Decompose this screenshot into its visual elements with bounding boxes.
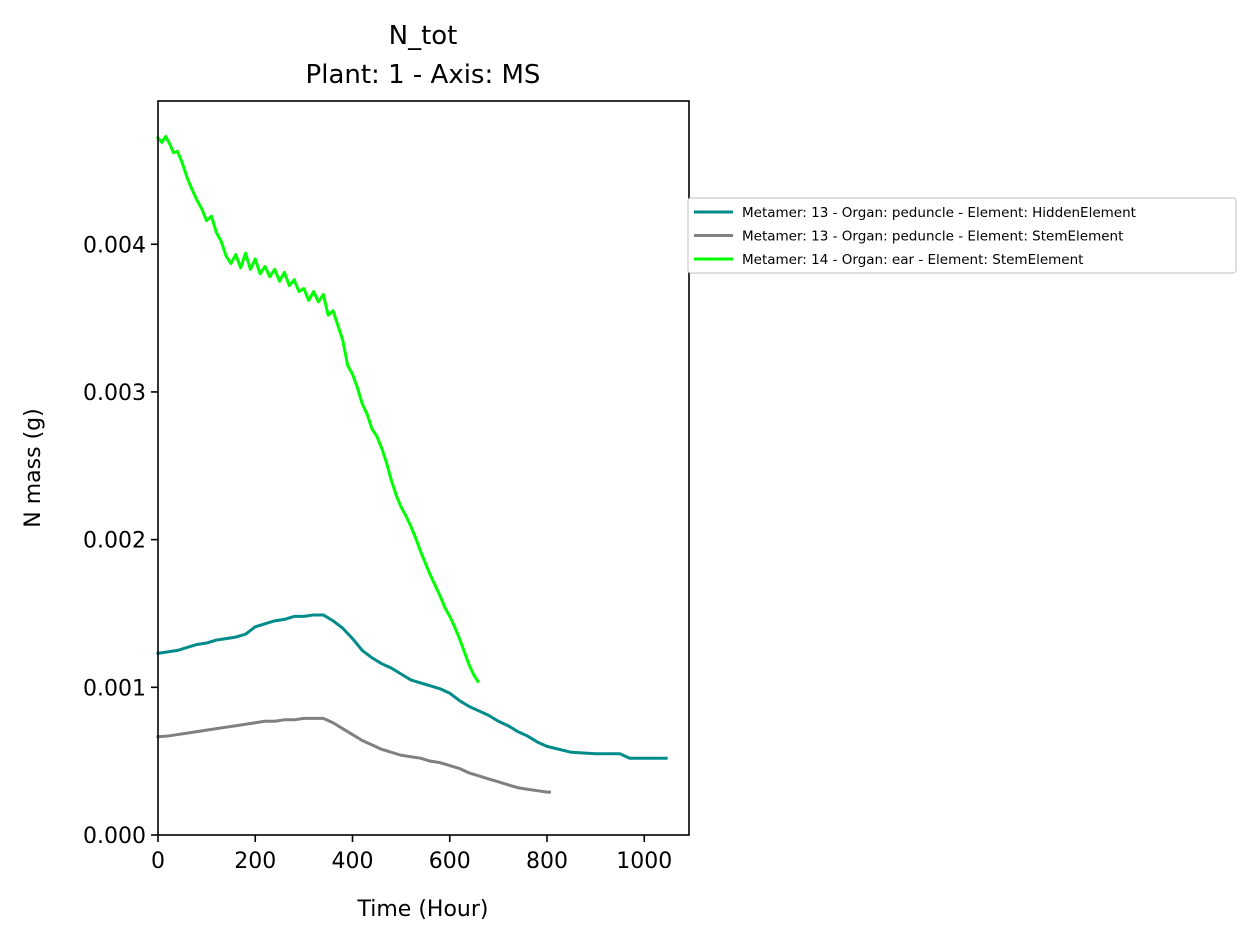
series-line-1 [156, 613, 668, 760]
plot-frame [157, 100, 690, 836]
chart-title: N_tot [389, 21, 458, 51]
legend-frame [687, 197, 1237, 274]
x-tick-label: 0 [151, 849, 165, 874]
series-line-3 [155, 134, 481, 684]
y-axis-label: N mass (g) [21, 408, 46, 527]
x-axis: 0 200 400 600 800 1000 [151, 835, 672, 874]
x-tick-label: 800 [526, 849, 568, 874]
legend-label-2: Metamer: 13 - Organ: peduncle - Element:… [742, 229, 1123, 245]
series-layer [155, 134, 668, 794]
legend-label-3: Metamer: 14 - Organ: ear - Element: Stem… [742, 252, 1083, 268]
x-axis-label: Time (Hour) [357, 897, 489, 922]
chart-subtitle: Plant: 1 - Axis: MS [306, 60, 541, 90]
x-tick-label: 600 [429, 849, 471, 874]
y-tick-label: 0.003 [83, 381, 146, 406]
y-tick-label: 0.001 [83, 676, 146, 701]
x-tick-label: 400 [332, 849, 374, 874]
y-tick-label: 0.002 [83, 529, 146, 554]
y-tick-label: 0.004 [83, 233, 146, 258]
legend: Metamer: 13 - Organ: peduncle - Element:… [687, 197, 1237, 274]
series-line-2 [156, 716, 551, 794]
x-tick-label: 200 [234, 849, 276, 874]
y-tick-label: 0.000 [83, 824, 146, 849]
x-tick-label: 1000 [616, 849, 672, 874]
legend-label-1: Metamer: 13 - Organ: peduncle - Element:… [742, 205, 1136, 221]
y-axis: 0.000 0.001 0.002 0.003 0.004 [83, 233, 158, 849]
